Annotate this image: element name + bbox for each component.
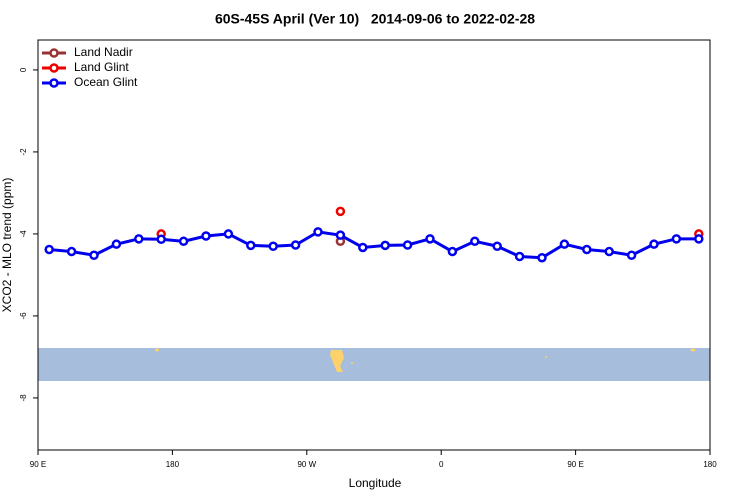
point — [402, 240, 413, 250]
legend-marker — [49, 48, 59, 58]
legend-marker — [49, 78, 59, 88]
point — [178, 236, 189, 247]
point — [156, 234, 166, 245]
point — [626, 250, 637, 260]
point — [492, 241, 502, 251]
point — [111, 239, 122, 249]
point — [44, 244, 54, 255]
point — [201, 231, 211, 241]
x-axis-label: Longitude — [349, 476, 402, 490]
point — [290, 240, 301, 250]
point — [223, 229, 234, 239]
point — [313, 227, 323, 237]
point — [335, 230, 346, 240]
point — [268, 241, 278, 251]
point — [582, 244, 592, 255]
point — [89, 250, 99, 260]
legend-marker — [49, 63, 59, 73]
land-shape — [330, 350, 344, 372]
point — [671, 234, 682, 244]
series-line — [49, 230, 699, 260]
y-tick-label: 0 — [19, 67, 28, 72]
x-tick-label: 180 — [703, 460, 717, 469]
point — [447, 246, 458, 257]
point — [335, 206, 346, 217]
point — [514, 251, 525, 262]
point — [358, 242, 368, 253]
point — [134, 234, 144, 244]
land-shape — [351, 362, 353, 364]
point — [380, 240, 390, 251]
point — [425, 234, 435, 244]
land-shape — [690, 348, 696, 352]
legend-label: Land Glint — [74, 60, 129, 74]
point — [559, 239, 570, 249]
ocean-band — [38, 348, 710, 381]
point — [694, 234, 704, 244]
y-tick-label: -6 — [19, 312, 28, 320]
point — [604, 246, 614, 257]
y-axis-label: XCO2 - MLO trend (ppm) — [0, 178, 14, 313]
x-tick-label: 180 — [166, 460, 180, 469]
x-tick-label: 90 W — [297, 460, 316, 469]
point — [649, 239, 659, 249]
x-tick-label: 90 E — [567, 460, 583, 469]
land-shape — [155, 348, 159, 352]
x-tick-label: 0 — [439, 460, 444, 469]
chart-title: 60S-45S April (Ver 10) 2014-09-06 to 202… — [215, 11, 535, 27]
point — [470, 236, 480, 247]
legend-label: Land Nadir — [74, 45, 133, 59]
plot-frame — [37, 39, 711, 451]
point — [537, 252, 547, 263]
point — [66, 246, 77, 257]
y-tick-label: -8 — [19, 394, 28, 402]
x-tick-label: 90 E — [30, 460, 46, 469]
land-shape — [545, 356, 547, 358]
map-strip — [38, 348, 710, 381]
legend-label: Ocean Glint — [74, 75, 138, 89]
y-tick-label: -4 — [19, 230, 28, 238]
point — [246, 240, 256, 251]
y-tick-label: -2 — [19, 148, 28, 156]
